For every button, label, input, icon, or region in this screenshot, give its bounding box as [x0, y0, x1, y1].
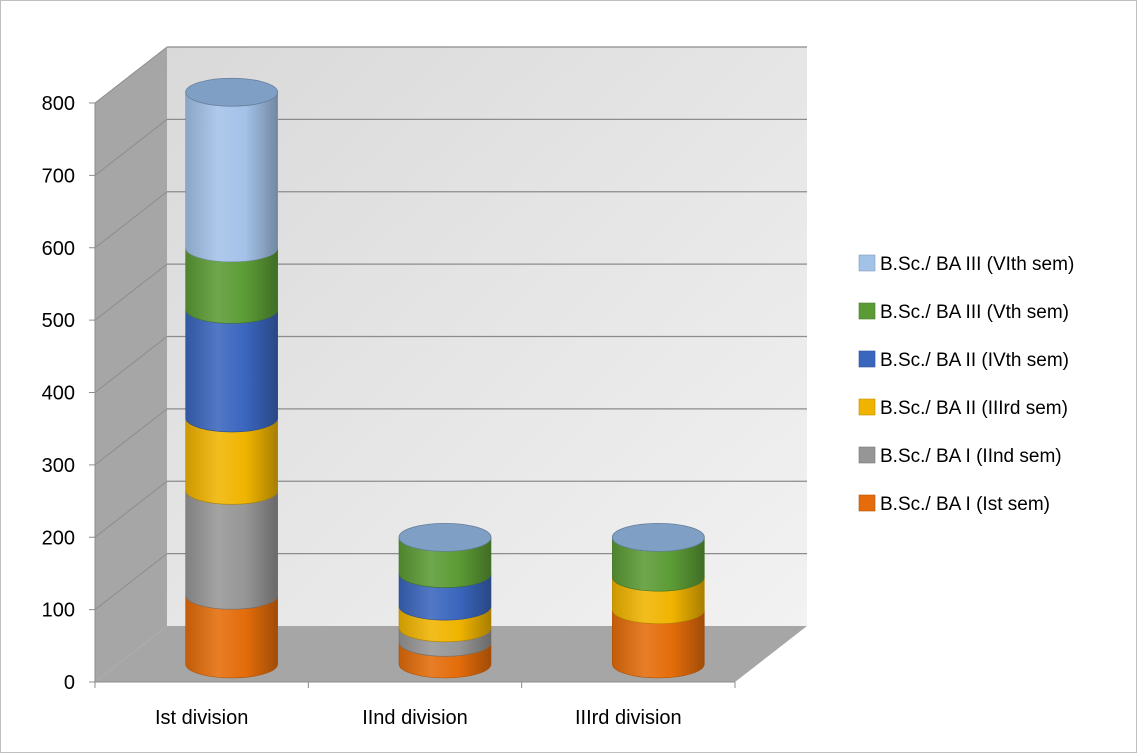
bar-top-cap	[398, 522, 492, 552]
y-tick-label: 0	[64, 672, 75, 694]
legend-swatch	[858, 302, 876, 320]
bar-segment	[185, 92, 278, 263]
legend-label: B.Sc./ BA I (IInd sem)	[880, 446, 1062, 467]
legend-item: B.Sc./ BA I (Ist sem)	[858, 494, 1050, 515]
bar-segment	[185, 309, 278, 433]
y-tick-label: 200	[42, 527, 75, 549]
gridline-side	[94, 408, 168, 466]
legend-label: B.Sc./ BA II (IIIrd sem)	[880, 398, 1068, 419]
gridline-side	[94, 191, 168, 249]
x-axis-tick-labels: Ist division IInd division IIIrd division	[155, 707, 682, 729]
legend-label: B.Sc./ BA III (Vth sem)	[880, 302, 1069, 323]
legend-item: B.Sc./ BA II (IIIrd sem)	[858, 398, 1068, 419]
y-tick-label: 500	[42, 310, 75, 332]
y-axis-tick-labels: 0 100 200 300 400 500 600 700 800	[42, 93, 75, 694]
y-tick-label: 700	[42, 165, 75, 187]
bar-top-cap	[185, 77, 279, 107]
gridline-side	[94, 336, 168, 393]
gridline-side	[94, 46, 168, 104]
y-tick-label: 400	[42, 383, 75, 405]
x-tick-label: IIIrd division	[575, 707, 682, 729]
y-tick-label: 300	[42, 455, 75, 477]
y-tick-label: 100	[42, 600, 75, 622]
bar-stack	[398, 522, 492, 679]
bar-segment	[185, 490, 278, 610]
gridline-side	[94, 118, 168, 176]
legend-swatch	[858, 398, 876, 416]
legend-label: B.Sc./ BA II (IVth sem)	[880, 350, 1069, 371]
legend-label: B.Sc./ BA III (VIth sem)	[880, 254, 1074, 275]
y-tick-label: 800	[42, 93, 75, 115]
bar-top-cap	[611, 522, 705, 552]
axes	[89, 102, 736, 688]
gridline-side	[94, 263, 168, 321]
legend-swatch	[858, 350, 876, 368]
legend-item: B.Sc./ BA II (IVth sem)	[858, 350, 1069, 371]
legend-item: B.Sc./ BA III (Vth sem)	[858, 302, 1069, 323]
bars	[185, 77, 705, 679]
legend-item: B.Sc./ BA I (IInd sem)	[858, 446, 1062, 467]
bar-stack	[185, 77, 279, 679]
legend-swatch	[858, 494, 876, 512]
legend-swatch	[858, 446, 876, 464]
gridline-side	[94, 553, 168, 611]
y-tick-label: 600	[42, 238, 75, 260]
legend-swatch	[858, 254, 876, 272]
x-tick-label: IInd division	[362, 707, 468, 729]
legend-label: B.Sc./ BA I (Ist sem)	[880, 494, 1050, 515]
bar-stack	[611, 522, 705, 679]
gridline-side	[94, 480, 168, 538]
legend-item: B.Sc./ BA III (VIth sem)	[858, 254, 1074, 275]
x-tick-label: Ist division	[155, 707, 248, 729]
legend: B.Sc./ BA III (VIth sem) B.Sc./ BA III (V…	[858, 254, 1074, 515]
